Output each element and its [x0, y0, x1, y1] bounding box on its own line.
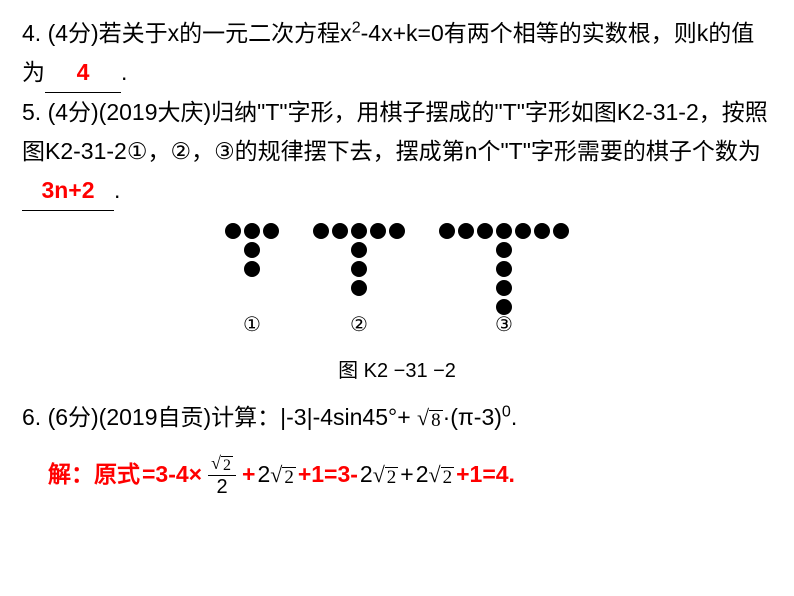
q6-text-b: ·(π-3) — [443, 404, 502, 430]
q4-sup: 2 — [352, 18, 361, 36]
figure-caption: 图 K2 −31 −2 — [22, 354, 772, 388]
question-6: 6. (6分)(2019自贡)计算：|-3|-4sin45°+ √8·(π-3)… — [22, 398, 772, 437]
q5-text-a: 5. (4分)(2019大庆)归纳"T"字形，用棋子摆成的"T"字形如图K2-3… — [22, 99, 768, 164]
sol-tail: +1=4. — [456, 455, 515, 494]
t-shapes-svg: ① ② ③ — [222, 217, 572, 337]
sol-term2: 2√2 — [360, 455, 398, 494]
q5-answer: 3n+2 — [41, 177, 94, 203]
q5-blank: 3n+2 — [22, 171, 114, 211]
q5-tail: . — [114, 177, 120, 203]
t-figure: ① ② ③ 图 K2 −31 −2 — [22, 217, 772, 387]
sol-plus1: + — [242, 455, 255, 494]
q6-sqrt: √8 — [417, 407, 443, 432]
q6-solution: 解：原式 =3-4× √2 2 + 2√2 +1=3- 2√2 + 2√2 +1… — [22, 453, 772, 498]
sol-plus3: + — [400, 455, 413, 494]
sol-term3: 2√2 — [416, 455, 454, 494]
svg-text:①: ① — [243, 314, 261, 336]
q4-tail: . — [121, 59, 127, 85]
q4-text-a: 4. (4分)若关于x的一元二次方程x — [22, 20, 352, 46]
question-5: 5. (4分)(2019大庆)归纳"T"字形，用棋子摆成的"T"字形如图K2-3… — [22, 93, 772, 211]
sol-plus2: +1=3- — [298, 455, 358, 494]
q6-tail: . — [511, 404, 517, 430]
sol-frac: √2 2 — [208, 453, 236, 498]
q4-blank: 4 — [45, 53, 121, 93]
q6-sup: 0 — [502, 402, 511, 420]
question-4: 4. (4分)若关于x的一元二次方程x2-4x+k=0有两个相等的实数根，则k的… — [22, 14, 772, 93]
sol-term1: 2√2 — [257, 455, 295, 494]
sol-eq1: =3-4× — [142, 455, 202, 494]
q6-text-a: 6. (6分)(2019自贡)计算：|-3|-4sin45°+ — [22, 404, 417, 430]
q4-answer: 4 — [77, 59, 90, 85]
sol-prefix: 解：原式 — [48, 455, 140, 494]
svg-text:②: ② — [350, 314, 368, 336]
svg-text:③: ③ — [495, 314, 513, 336]
